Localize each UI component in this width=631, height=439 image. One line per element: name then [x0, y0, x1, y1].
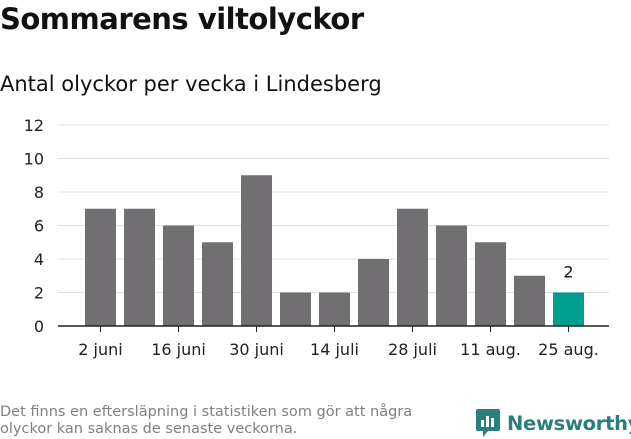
x-tick-label: 30 juni [229, 340, 284, 359]
highlighted-bar [553, 292, 584, 326]
bar [163, 225, 194, 326]
bar [475, 242, 506, 326]
y-tick-label: 0 [34, 317, 44, 336]
newsworthy-logo-icon [476, 409, 500, 437]
bar [202, 242, 233, 326]
y-tick-label: 10 [24, 150, 44, 169]
bar [514, 275, 545, 326]
x-tick-label: 2 juni [78, 340, 122, 359]
y-tick-label: 2 [34, 284, 44, 303]
x-tick-label: 16 juni [151, 340, 206, 359]
x-tick-label: 11 aug. [460, 340, 521, 359]
bar [280, 292, 311, 326]
x-tick-label: 28 juli [388, 340, 437, 359]
bar [319, 292, 350, 326]
bar [85, 208, 116, 326]
chart-title: Sommarens viltolyckor [0, 2, 364, 36]
bar-data-label: 2 [563, 263, 573, 282]
y-tick-label: 4 [34, 250, 44, 269]
brand-name: Newsworthy [507, 411, 631, 435]
y-tick-label: 12 [24, 116, 44, 135]
chart-subtitle: Antal olyckor per vecka i Lindesberg [0, 72, 382, 96]
bar [124, 208, 155, 326]
bar [436, 225, 467, 326]
y-tick-label: 6 [34, 217, 44, 236]
bar [397, 208, 428, 326]
x-tick-label: 14 juli [310, 340, 359, 359]
brand: Newsworthy [475, 408, 631, 438]
x-tick-label: 25 aug. [538, 340, 599, 359]
bar [358, 259, 389, 326]
y-tick-label: 8 [34, 183, 44, 202]
bar [241, 175, 272, 326]
footnote: Det finns en eftersläpning i statistiken… [0, 404, 413, 437]
bar-chart: 0 2 4 6 8 10 12 2 2 juni 16 juni 30 juni 14 juli 28 … [24, 116, 609, 359]
